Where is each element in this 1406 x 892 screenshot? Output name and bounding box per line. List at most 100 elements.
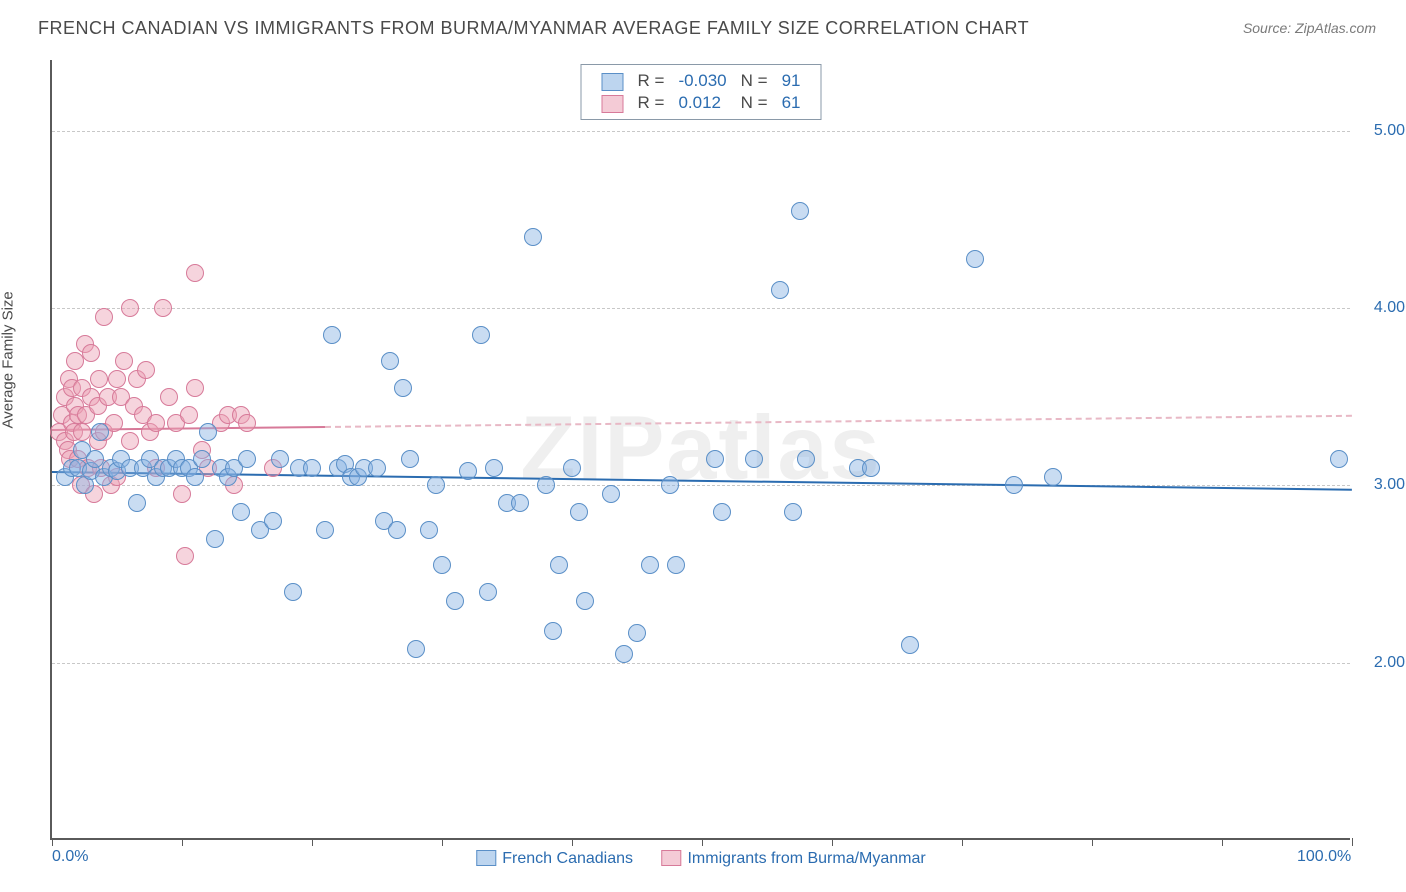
gridline (52, 663, 1350, 664)
data-point (862, 459, 880, 477)
data-point (1044, 468, 1062, 486)
n-value-pink: 61 (776, 93, 807, 113)
data-point (966, 250, 984, 268)
source-attribution: Source: ZipAtlas.com (1243, 20, 1376, 36)
x-tick (442, 838, 443, 846)
y-tick-label: 3.00 (1374, 476, 1405, 494)
x-tick (832, 838, 833, 846)
x-tick (182, 838, 183, 846)
series-legend: French Canadians Immigrants from Burma/M… (464, 850, 937, 868)
data-point (433, 556, 451, 574)
data-point (284, 583, 302, 601)
data-point (427, 476, 445, 494)
n-label: N = (735, 71, 774, 91)
data-point (745, 450, 763, 468)
data-point (232, 503, 250, 521)
x-tick (702, 838, 703, 846)
data-point (160, 388, 178, 406)
y-tick-label: 2.00 (1374, 654, 1405, 672)
data-point (511, 494, 529, 512)
x-tick (962, 838, 963, 846)
data-point (407, 640, 425, 658)
y-axis-label: Average Family Size (0, 291, 17, 428)
y-tick-label: 4.00 (1374, 299, 1405, 317)
x-tick-label: 0.0% (52, 848, 88, 866)
data-point (563, 459, 581, 477)
data-point (176, 547, 194, 565)
x-tick (1092, 838, 1093, 846)
n-value-blue: 91 (776, 71, 807, 91)
data-point (90, 370, 108, 388)
x-tick-label: 100.0% (1297, 848, 1351, 866)
trend-line-dashed (325, 415, 1352, 428)
data-point (186, 468, 204, 486)
data-point (570, 503, 588, 521)
data-point (154, 299, 172, 317)
gridline (52, 131, 1350, 132)
data-point (121, 299, 139, 317)
x-tick (52, 838, 53, 846)
data-point (193, 450, 211, 468)
n-label: N = (735, 93, 774, 113)
legend-swatch-pink (602, 95, 624, 113)
data-point (238, 414, 256, 432)
data-point (381, 352, 399, 370)
data-point (95, 308, 113, 326)
x-tick (312, 838, 313, 846)
data-point (388, 521, 406, 539)
data-point (784, 503, 802, 521)
data-point (459, 462, 477, 480)
legend-swatch-blue (476, 850, 496, 866)
legend-swatch-pink (661, 850, 681, 866)
data-point (544, 622, 562, 640)
data-point (537, 476, 555, 494)
r-label: R = (632, 93, 671, 113)
data-point (264, 512, 282, 530)
data-point (713, 503, 731, 521)
x-tick (1352, 838, 1353, 846)
data-point (446, 592, 464, 610)
chart-plot-area: ZIPatlas R = -0.030 N = 91 R = 0.012 N =… (50, 60, 1350, 840)
data-point (115, 352, 133, 370)
data-point (550, 556, 568, 574)
data-point (1330, 450, 1348, 468)
legend-swatch-blue (602, 73, 624, 91)
data-point (82, 344, 100, 362)
data-point (91, 423, 109, 441)
data-point (206, 530, 224, 548)
data-point (199, 423, 217, 441)
data-point (137, 361, 155, 379)
data-point (1005, 476, 1023, 494)
data-point (186, 379, 204, 397)
trend-line (52, 471, 1352, 491)
data-point (271, 450, 289, 468)
r-value-pink: 0.012 (672, 93, 732, 113)
r-value-blue: -0.030 (672, 71, 732, 91)
data-point (121, 432, 139, 450)
data-point (615, 645, 633, 663)
data-point (173, 485, 191, 503)
y-tick-label: 5.00 (1374, 122, 1405, 140)
data-point (186, 264, 204, 282)
data-point (303, 459, 321, 477)
data-point (420, 521, 438, 539)
data-point (797, 450, 815, 468)
data-point (771, 281, 789, 299)
data-point (479, 583, 497, 601)
data-point (628, 624, 646, 642)
data-point (602, 485, 620, 503)
r-label: R = (632, 71, 671, 91)
data-point (323, 326, 341, 344)
chart-title: FRENCH CANADIAN VS IMMIGRANTS FROM BURMA… (38, 18, 1029, 39)
data-point (180, 406, 198, 424)
legend-label-pink: Immigrants from Burma/Myanmar (687, 850, 925, 867)
data-point (368, 459, 386, 477)
data-point (706, 450, 724, 468)
data-point (401, 450, 419, 468)
data-point (667, 556, 685, 574)
data-point (901, 636, 919, 654)
x-tick (572, 838, 573, 846)
data-point (576, 592, 594, 610)
data-point (641, 556, 659, 574)
data-point (791, 202, 809, 220)
